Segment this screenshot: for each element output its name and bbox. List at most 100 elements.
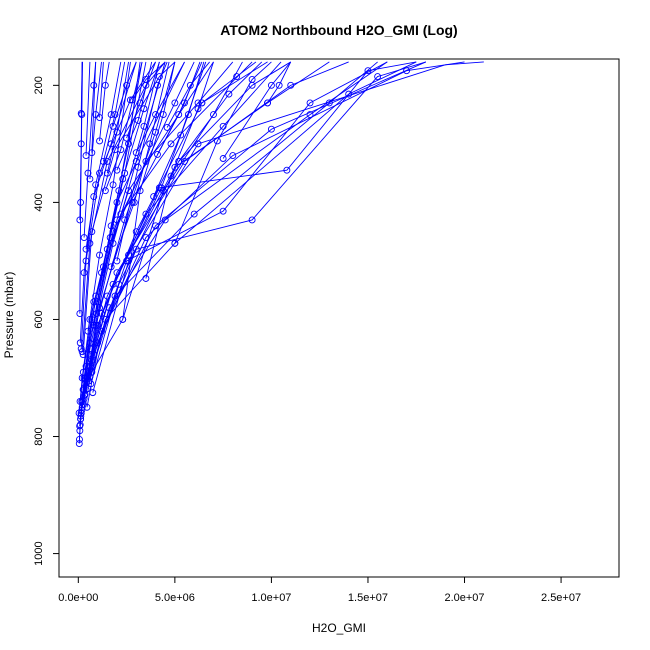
data-point — [194, 105, 202, 113]
data-point — [90, 298, 98, 306]
data-point — [125, 251, 132, 259]
x-tick-label: 2.0e+07 — [444, 592, 484, 604]
data-point — [119, 316, 127, 323]
data-point — [142, 275, 150, 282]
data-point — [198, 99, 206, 107]
data-point — [248, 76, 256, 83]
data-point — [96, 137, 104, 145]
series-line — [106, 61, 129, 174]
data-point — [125, 140, 132, 148]
data-point — [306, 111, 314, 119]
data-point — [126, 96, 134, 104]
data-point — [76, 310, 84, 318]
data-point — [99, 263, 107, 271]
data-point — [78, 348, 86, 356]
series-line — [145, 61, 214, 279]
series-line — [96, 61, 147, 314]
series-4 — [76, 61, 253, 405]
series-line — [82, 61, 176, 355]
data-point — [403, 67, 411, 75]
data-point — [219, 207, 227, 215]
x-tick-label: 1.0e+07 — [251, 592, 291, 604]
data-point — [80, 234, 88, 241]
series-line — [84, 61, 203, 396]
series-0 — [75, 61, 185, 447]
data-point — [107, 111, 115, 119]
series-47 — [198, 61, 257, 107]
data-point — [77, 198, 85, 206]
series-line — [83, 61, 388, 399]
data-point — [101, 81, 109, 89]
data-point — [75, 440, 83, 447]
series-40 — [80, 61, 98, 241]
data-point — [113, 128, 121, 136]
data-point — [154, 150, 161, 158]
data-point — [171, 99, 179, 107]
data-point — [157, 184, 165, 192]
data-point — [213, 137, 221, 145]
series-53 — [77, 61, 85, 117]
data-point — [161, 216, 169, 224]
data-point — [136, 99, 144, 107]
series-line — [132, 61, 166, 101]
data-point — [233, 73, 241, 81]
data-point — [84, 327, 92, 335]
data-point — [121, 216, 129, 224]
series-line — [80, 61, 143, 417]
data-point — [103, 169, 111, 177]
series-line — [174, 61, 272, 244]
data-point — [264, 99, 272, 107]
data-point — [287, 81, 295, 89]
series-line — [267, 61, 292, 104]
series-line — [91, 61, 243, 373]
series-line — [153, 61, 207, 197]
series-14 — [84, 61, 417, 392]
data-point — [92, 181, 100, 189]
data-point — [92, 111, 100, 119]
series-line — [84, 61, 427, 395]
series-line — [99, 61, 104, 118]
series-29 — [96, 61, 110, 145]
series-19 — [89, 61, 484, 397]
series-63 — [77, 61, 143, 420]
series-line — [83, 61, 97, 238]
data-point — [306, 99, 314, 107]
x-tick-label: 5.0e+06 — [155, 592, 195, 604]
series-15 — [85, 61, 388, 385]
series-56 — [150, 61, 207, 200]
data-point — [171, 239, 179, 247]
data-point — [283, 166, 291, 174]
series-line — [116, 61, 168, 262]
series-line — [201, 61, 257, 104]
data-point — [109, 181, 117, 189]
series-layer — [75, 61, 484, 447]
data-point — [111, 111, 119, 119]
series-line — [222, 61, 292, 159]
x-axis-label: H2O_GMI — [312, 621, 366, 635]
x-axis: 0.0e+00 5.0e+06 1.0e+07 1.5e+07 2.0e+07 2.5e+… — [58, 577, 581, 604]
data-point — [76, 216, 84, 224]
data-point — [219, 122, 227, 130]
series-line — [178, 61, 263, 162]
data-point — [76, 436, 83, 443]
plot-frame — [58, 58, 620, 578]
series-line — [87, 61, 131, 332]
series-42 — [99, 61, 126, 165]
data-point — [163, 124, 171, 131]
data-point — [225, 90, 233, 98]
data-point — [275, 81, 283, 89]
data-point — [90, 81, 98, 89]
series-46 — [175, 61, 263, 165]
y-tick-label: 200 — [33, 76, 45, 94]
series-line — [80, 61, 83, 114]
series-55 — [125, 61, 205, 259]
series-line — [102, 61, 126, 162]
series-10 — [80, 61, 388, 402]
series-line — [80, 61, 156, 349]
data-point — [175, 111, 183, 119]
data-point — [175, 157, 183, 165]
y-tick-label: 400 — [33, 193, 45, 211]
y-tick-label: 600 — [33, 310, 45, 328]
data-point — [77, 412, 85, 420]
